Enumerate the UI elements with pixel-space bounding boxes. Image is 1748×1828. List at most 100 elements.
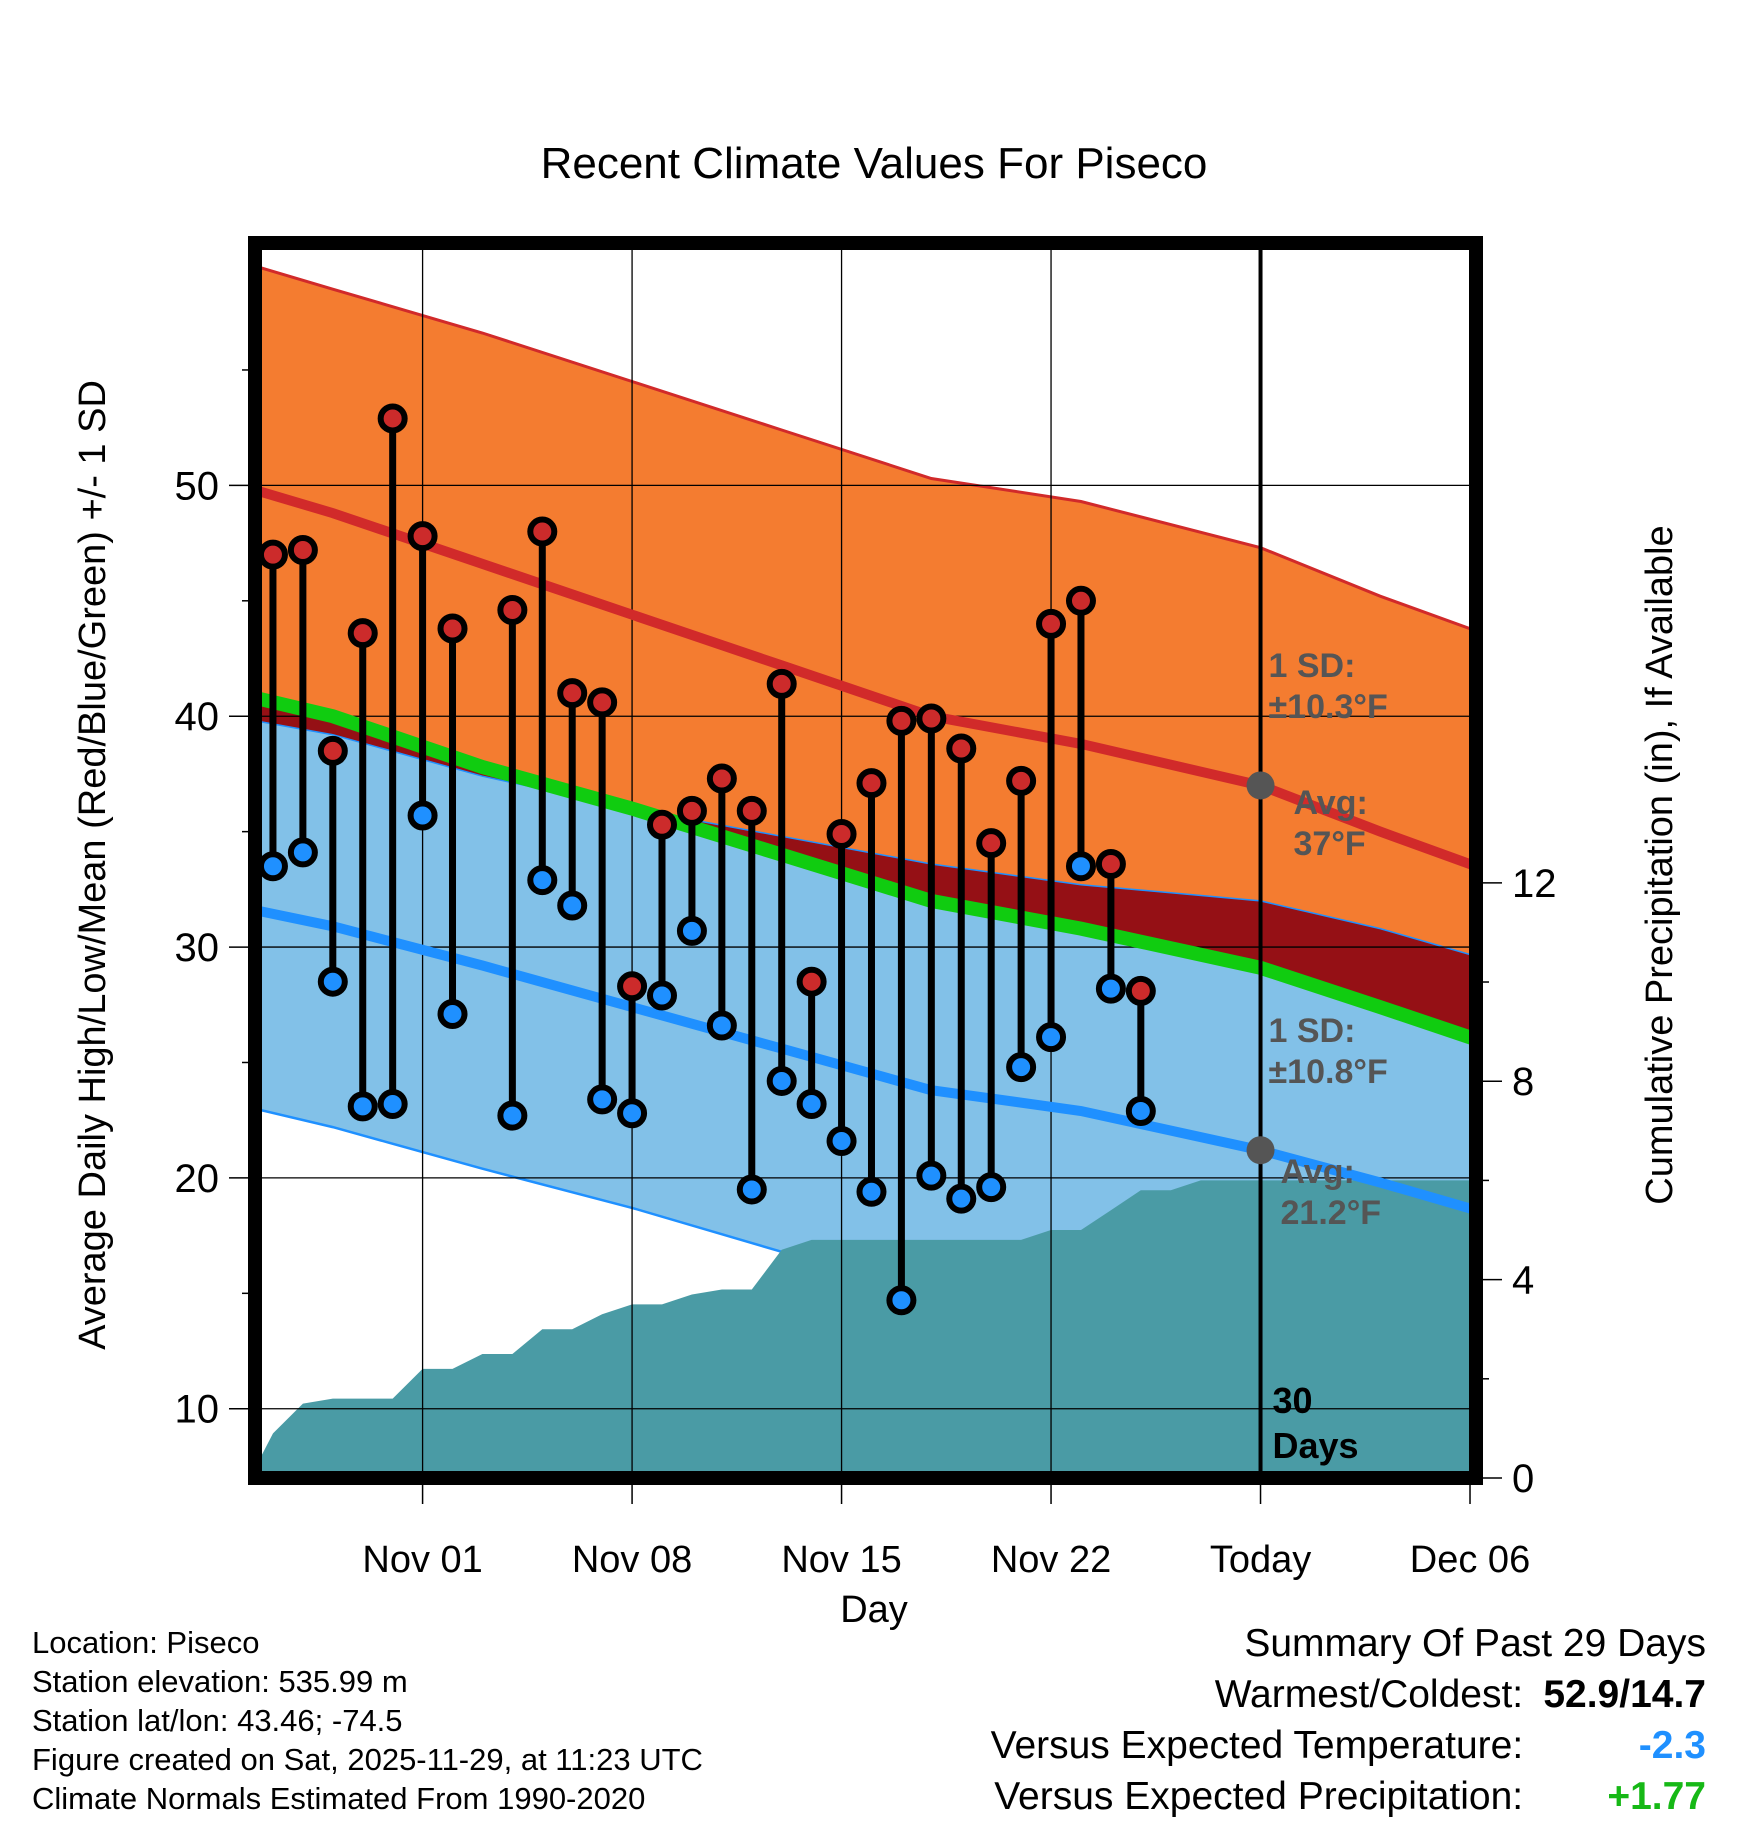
avg-low-marker xyxy=(1246,1136,1275,1165)
daily-low-point xyxy=(587,1084,618,1115)
daily-low-point xyxy=(706,1010,737,1041)
y2-tick-label: 0 xyxy=(1512,1457,1534,1501)
x-tick-label: Nov 01 xyxy=(362,1539,482,1581)
summary-precip-row: Versus Expected Precipitation: +1.77 xyxy=(991,1771,1706,1822)
x-tick-label: Dec 06 xyxy=(1410,1539,1530,1581)
daily-high-point xyxy=(617,971,648,1002)
daily-low-point xyxy=(377,1089,408,1120)
x-tick-label: Nov 08 xyxy=(572,1539,692,1581)
summary-panel: Summary Of Past 29 Days Warmest/Coldest:… xyxy=(991,1618,1706,1822)
summary-warmest-row: Warmest/Coldest: 52.9/14.7 xyxy=(991,1669,1706,1720)
daily-low-point xyxy=(557,890,588,921)
y-tick-label: 40 xyxy=(175,695,220,739)
daily-low-point xyxy=(916,1160,947,1191)
daily-low-point xyxy=(856,1176,887,1207)
daily-low-point xyxy=(766,1065,797,1096)
daily-low-point xyxy=(886,1285,917,1316)
y-axis-label: Average Daily High/Low/Mean (Red/Blue/Gr… xyxy=(72,380,114,1350)
precip-anomaly-label: Versus Expected Precipitation: xyxy=(994,1775,1524,1818)
daily-low-point xyxy=(647,980,677,1011)
daily-high-point xyxy=(676,795,707,826)
daily-low-point xyxy=(317,966,348,997)
chart-title: Recent Climate Values For Piseco xyxy=(541,139,1208,188)
daily-high-point xyxy=(257,539,288,570)
daily-low-point xyxy=(976,1172,1007,1203)
daily-low-point xyxy=(407,800,438,831)
daily-high-point xyxy=(287,535,318,566)
daily-low-point xyxy=(617,1098,648,1129)
daily-high-point xyxy=(736,795,767,826)
daily-low-point xyxy=(676,915,707,946)
daily-low-point xyxy=(736,1174,767,1205)
daily-high-point xyxy=(976,828,1007,859)
daily-low-point xyxy=(1065,851,1096,882)
window-label-number: 30 xyxy=(1273,1380,1313,1421)
station-info: Location: Piseco Station elevation: 535.… xyxy=(32,1623,703,1818)
daily-high-point xyxy=(1036,608,1067,639)
daily-low-point xyxy=(257,851,288,882)
normal-low-line xyxy=(255,905,1476,1216)
y2-tick-label: 12 xyxy=(1512,862,1557,906)
avg-low-label: Avg: xyxy=(1281,1153,1355,1191)
daily-high-point xyxy=(826,818,857,849)
daily-high-point xyxy=(587,687,618,718)
daily-high-point xyxy=(1125,975,1156,1006)
daily-low-point xyxy=(1125,1095,1156,1126)
normal-high-line xyxy=(255,485,1476,872)
daily-low-point xyxy=(1095,973,1126,1004)
daily-high-point xyxy=(557,678,588,709)
high-sd-band xyxy=(255,266,1476,1040)
warmest-label: Warmest/Coldest: xyxy=(1214,1673,1524,1716)
daily-low-point xyxy=(437,999,468,1030)
daily-high-point xyxy=(796,966,827,997)
normal-mean-line xyxy=(255,690,1476,1047)
warmest-value: 52.9/14.7 xyxy=(1543,1673,1706,1716)
daily-high-point xyxy=(946,733,977,764)
normals-text: Climate Normals Estimated From 1990-2020 xyxy=(32,1781,646,1816)
x-axis-label: Day xyxy=(840,1589,908,1631)
plot-area xyxy=(255,243,1476,1478)
y-tick-label: 20 xyxy=(175,1157,220,1201)
daily-low-point xyxy=(946,1183,977,1214)
x-tick-label: Nov 15 xyxy=(781,1539,901,1581)
avg-low-value: 21.2°F xyxy=(1281,1194,1382,1232)
daily-high-point xyxy=(437,613,468,644)
precip-area xyxy=(255,1180,1476,1478)
y-tick-label: 50 xyxy=(175,464,220,508)
overlap-band xyxy=(255,697,1476,1040)
daily-low-point xyxy=(527,865,558,896)
sd-high-value: ±10.3°F xyxy=(1269,688,1388,726)
temp-anomaly-label: Versus Expected Temperature: xyxy=(990,1724,1524,1767)
daily-low-point xyxy=(347,1091,378,1122)
daily-high-point xyxy=(1065,585,1096,616)
sd-low-value: ±10.8°F xyxy=(1269,1053,1388,1091)
sd-low-label: 1 SD: xyxy=(1269,1012,1356,1050)
daily-high-point xyxy=(706,763,737,794)
daily-low-point xyxy=(497,1100,528,1131)
daily-low-point xyxy=(287,837,318,868)
y-tick-label: 30 xyxy=(175,926,220,970)
window-label-days: Days xyxy=(1273,1425,1359,1466)
summary-temp-row: Versus Expected Temperature: -2.3 xyxy=(991,1720,1706,1771)
daily-high-point xyxy=(347,618,378,649)
elevation-text: Station elevation: 535.99 m xyxy=(32,1664,408,1699)
daily-low-point xyxy=(1036,1022,1067,1053)
daily-high-point xyxy=(766,668,797,699)
temp-anomaly-value: -2.3 xyxy=(1638,1724,1706,1767)
y2-tick-label: 8 xyxy=(1512,1060,1534,1104)
avg-high-marker xyxy=(1246,771,1275,800)
daily-high-point xyxy=(647,809,677,840)
daily-high-point xyxy=(1006,765,1037,796)
daily-high-point xyxy=(1095,848,1126,879)
daily-low-point xyxy=(1006,1052,1037,1083)
daily-low-point xyxy=(826,1125,857,1156)
y2-tick-label: 4 xyxy=(1512,1259,1534,1303)
daily-high-point xyxy=(856,768,887,799)
daily-low-point xyxy=(796,1089,827,1120)
location-text: Location: Piseco xyxy=(32,1625,260,1660)
low-upper-line xyxy=(255,720,1476,958)
avg-high-value: 37°F xyxy=(1294,825,1366,863)
avg-high-label: Avg: xyxy=(1294,784,1368,822)
daily-high-point xyxy=(407,521,438,552)
